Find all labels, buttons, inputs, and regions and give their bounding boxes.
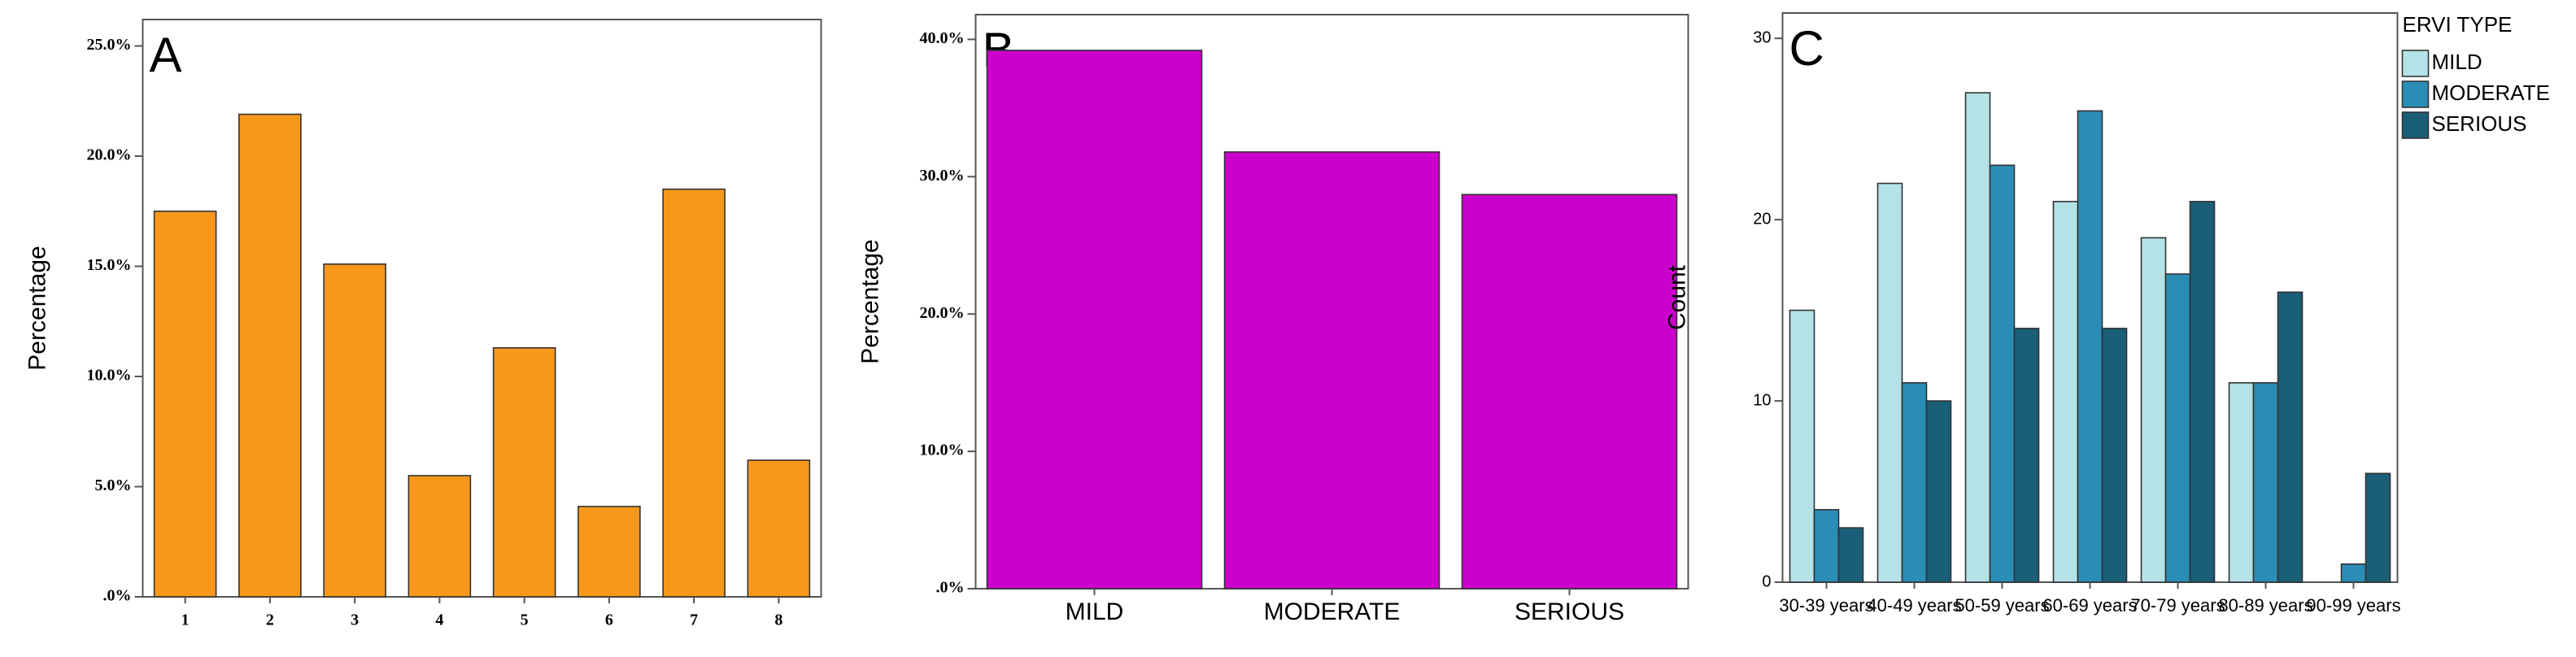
bar xyxy=(578,506,641,598)
legend-label: MODERATE xyxy=(2432,80,2550,105)
y-tick-label: 15.0% xyxy=(87,256,132,274)
x-tick-label: 40-49 years xyxy=(1867,595,1961,616)
bar xyxy=(323,263,386,598)
y-tick-label: 10.0% xyxy=(920,442,965,459)
y-tick-label: 5.0% xyxy=(95,476,132,494)
x-tick-label: 6 xyxy=(605,611,613,629)
y-tick-label: 0 xyxy=(1762,572,1771,590)
x-tick-label: 1 xyxy=(181,611,190,629)
bar xyxy=(2052,201,2079,583)
bar xyxy=(153,210,217,598)
x-tick-label: MILD xyxy=(1066,598,1124,625)
legend-swatch xyxy=(2401,111,2430,139)
x-tick-label: 5 xyxy=(521,611,529,629)
bar xyxy=(2252,381,2279,583)
bar xyxy=(2013,328,2040,583)
bar xyxy=(492,346,556,598)
x-tick-label: 70-79 years xyxy=(2130,595,2225,616)
bar xyxy=(2277,291,2304,583)
bar xyxy=(1837,527,1864,583)
bar xyxy=(747,459,811,598)
bar xyxy=(2189,201,2216,583)
bar xyxy=(2228,381,2255,583)
y-tick-label: 10 xyxy=(1753,391,1771,409)
bar xyxy=(2140,237,2167,583)
bar xyxy=(1989,164,2016,583)
x-tick-label: 60-69 years xyxy=(2042,595,2137,616)
y-tick-label: 20 xyxy=(1753,210,1771,228)
legend-swatch xyxy=(2401,80,2430,108)
bar xyxy=(1925,400,1952,583)
y-tick-label: .0% xyxy=(103,587,132,605)
y-tick-label: 10.0% xyxy=(87,367,132,385)
bar xyxy=(2164,273,2191,583)
y-tick-label: 20.0% xyxy=(87,146,132,164)
x-tick-label: 8 xyxy=(774,611,782,629)
legend-title: ERVI TYPE xyxy=(2403,12,2513,37)
y-axis-label: Percentage xyxy=(24,246,50,370)
y-axis-label: Count xyxy=(1663,264,1690,330)
bar xyxy=(2365,472,2391,583)
x-tick-label: 2 xyxy=(266,611,274,629)
bar xyxy=(1964,92,1991,583)
y-tick-label: 20.0% xyxy=(920,304,965,322)
bar xyxy=(1876,182,1903,583)
bar xyxy=(1813,509,1840,583)
y-tick-label: 25.0% xyxy=(87,36,132,54)
bar xyxy=(1223,151,1441,590)
y-axis-label: Percentage xyxy=(856,239,883,363)
legend-label: SERIOUS xyxy=(2432,111,2527,136)
y-tick-label: .0% xyxy=(936,579,965,597)
bar xyxy=(1901,381,1928,583)
legend-label: MILD xyxy=(2432,50,2482,74)
x-tick-label: 30-39 years xyxy=(1779,595,1873,616)
bar xyxy=(2101,328,2128,583)
plot-frame xyxy=(142,19,822,598)
bar xyxy=(2340,563,2367,583)
bar xyxy=(1789,309,1815,583)
x-tick-label: 50-59 years xyxy=(1955,595,2049,616)
bar xyxy=(662,188,726,598)
x-tick-label: 90-99 years xyxy=(2306,595,2400,616)
bar xyxy=(2077,110,2103,583)
x-tick-label: 4 xyxy=(435,611,443,629)
bar xyxy=(408,475,472,598)
x-tick-label: 80-89 years xyxy=(2218,595,2312,616)
x-tick-label: 3 xyxy=(351,611,359,629)
bar xyxy=(986,50,1203,590)
legend-swatch xyxy=(2401,50,2430,77)
x-tick-label: 7 xyxy=(690,611,698,629)
bar xyxy=(1461,194,1678,590)
y-tick-label: 40.0% xyxy=(920,29,965,47)
panel-label: C xyxy=(1789,21,1824,76)
bar xyxy=(238,113,302,598)
y-tick-label: 30 xyxy=(1753,28,1771,46)
x-tick-label: SERIOUS xyxy=(1515,598,1624,625)
x-tick-label: MODERATE xyxy=(1264,598,1401,625)
panel-label: A xyxy=(150,28,182,82)
y-tick-label: 30.0% xyxy=(920,167,965,185)
